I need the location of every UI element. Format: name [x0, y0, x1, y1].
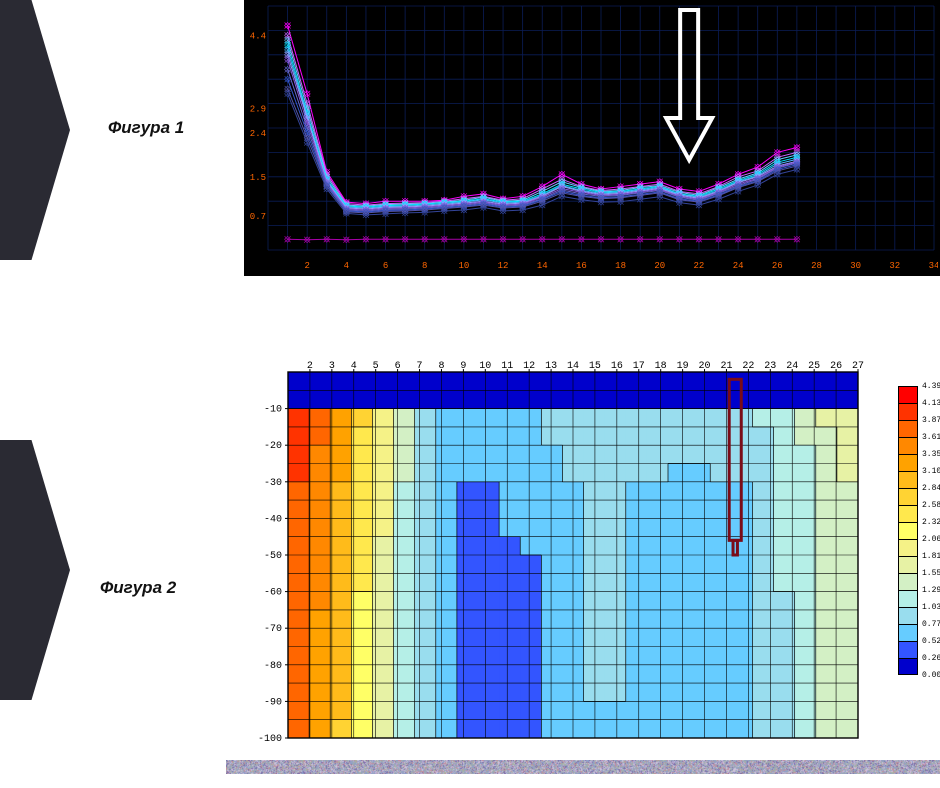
pointer-fig2 [0, 440, 70, 700]
svg-text:2.4: 2.4 [250, 129, 266, 139]
svg-text:32: 32 [889, 261, 900, 271]
svg-text:-20: -20 [264, 441, 282, 452]
figure-2-legend: 4.394.133.873.613.353.102.842.582.322.06… [898, 386, 922, 675]
svg-text:4.4: 4.4 [250, 31, 266, 41]
svg-text:20: 20 [654, 261, 665, 271]
svg-text:18: 18 [615, 261, 626, 271]
figure-1-chart: 2468101214161820222426283032340.71.52.42… [244, 0, 940, 276]
svg-text:34: 34 [929, 261, 938, 271]
svg-text:26: 26 [772, 261, 783, 271]
pointer-fig1 [0, 0, 70, 260]
noise-strip [226, 760, 940, 774]
svg-text:-50: -50 [264, 551, 282, 562]
svg-text:22: 22 [694, 261, 705, 271]
svg-text:-40: -40 [264, 514, 282, 525]
svg-text:-60: -60 [264, 588, 282, 599]
svg-text:-90: -90 [264, 697, 282, 708]
svg-text:10: 10 [458, 261, 469, 271]
svg-text:6: 6 [383, 261, 388, 271]
label-fig1: Фигура 1 [108, 118, 184, 138]
svg-text:1.5: 1.5 [250, 173, 266, 183]
svg-text:-70: -70 [264, 624, 282, 635]
svg-text:28: 28 [811, 261, 822, 271]
svg-text:-30: -30 [264, 478, 282, 489]
svg-text:14: 14 [537, 261, 548, 271]
svg-text:12: 12 [498, 261, 509, 271]
svg-text:24: 24 [733, 261, 744, 271]
svg-text:30: 30 [850, 261, 861, 271]
svg-text:-100: -100 [258, 734, 282, 744]
svg-text:-80: -80 [264, 661, 282, 672]
svg-text:0.7: 0.7 [250, 212, 266, 222]
label-fig2: Фигура 2 [100, 578, 176, 598]
svg-text:2: 2 [304, 261, 309, 271]
page-root: Фигура 1 Фигура 2 2468101214161820222426… [0, 0, 940, 788]
svg-text:2.9: 2.9 [250, 104, 266, 114]
figure-2-heatmap: 2345678910111213141516171819202122232425… [244, 354, 864, 744]
svg-text:-10: -10 [264, 405, 282, 416]
svg-text:16: 16 [576, 261, 587, 271]
svg-text:4: 4 [344, 261, 349, 271]
svg-text:8: 8 [422, 261, 427, 271]
